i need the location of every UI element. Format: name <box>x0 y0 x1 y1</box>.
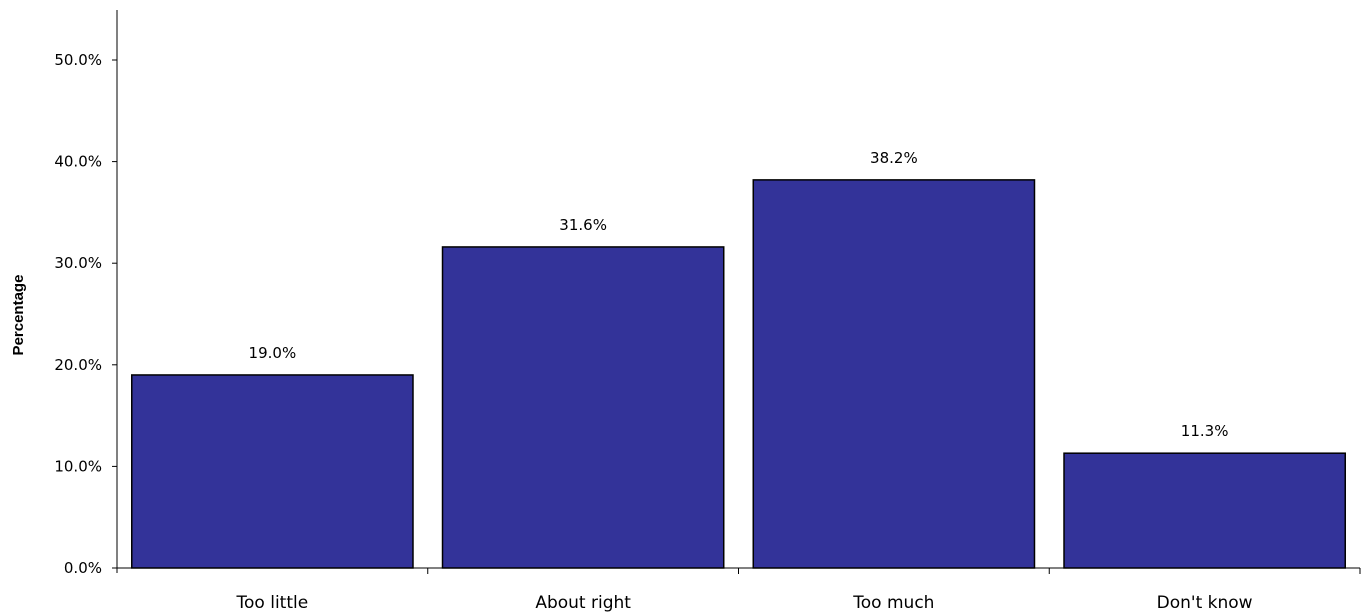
x-axis-labels: Too little About right Too much Don't know <box>236 593 1253 613</box>
data-labels-group: 19.0% 31.6% 38.2% 11.3% <box>249 149 1229 440</box>
x-category-label: About right <box>535 593 631 613</box>
bar-data-label: 11.3% <box>1181 422 1229 440</box>
x-category-label: Don't know <box>1157 593 1253 613</box>
x-category-label: Too little <box>236 593 309 613</box>
y-tick-label: 10.0% <box>54 457 102 475</box>
axes-group <box>116 10 1361 574</box>
bar <box>1063 452 1346 569</box>
y-axis-title: Percentage <box>10 275 27 356</box>
bar <box>441 246 725 569</box>
y-tick-label: 0.0% <box>64 559 102 577</box>
bar <box>131 374 414 569</box>
y-tick-label: 30.0% <box>54 254 102 272</box>
y-tick-label: 50.0% <box>54 51 102 69</box>
y-tick-label: 20.0% <box>54 356 102 374</box>
bar <box>752 179 1036 569</box>
bar-data-label: 38.2% <box>870 149 918 167</box>
x-category-label: Too much <box>852 593 934 613</box>
bars-group <box>131 179 1346 569</box>
y-axis-ticks: 0.0% 10.0% 20.0% 30.0% 40.0% 50.0% <box>54 51 117 577</box>
y-tick-label: 40.0% <box>54 153 102 171</box>
bar-data-label: 31.6% <box>559 216 607 234</box>
bar-data-label: 19.0% <box>249 344 297 362</box>
